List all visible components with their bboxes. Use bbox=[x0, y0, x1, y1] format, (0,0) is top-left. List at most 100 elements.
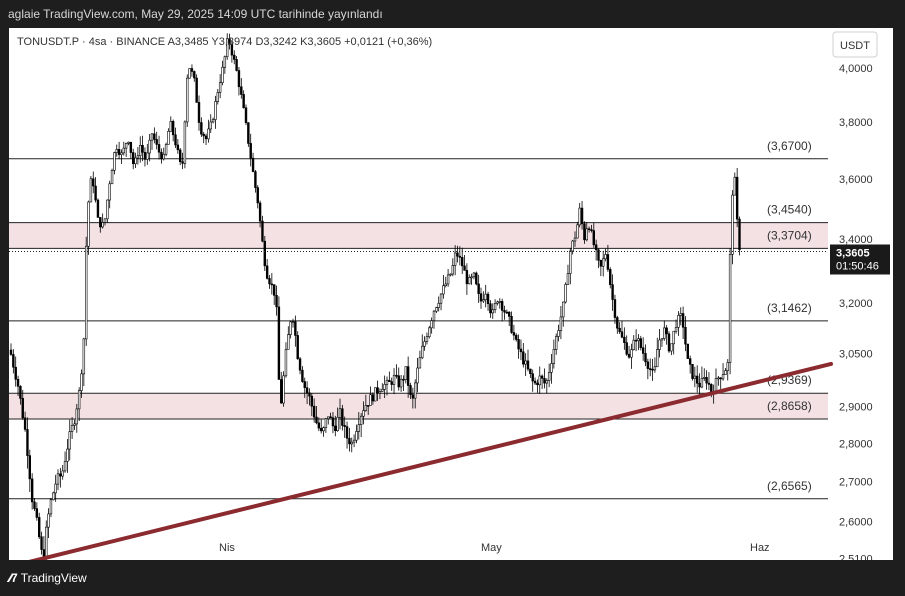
candle-body bbox=[287, 334, 290, 350]
candle-body bbox=[374, 387, 377, 402]
candle-body bbox=[376, 387, 379, 394]
candle-body bbox=[580, 207, 584, 225]
candle-body bbox=[721, 374, 725, 380]
candle-body bbox=[228, 38, 231, 45]
candle-body bbox=[277, 306, 281, 380]
candle-body bbox=[451, 265, 454, 275]
candle-body bbox=[646, 361, 650, 369]
candle-body bbox=[129, 141, 133, 153]
candle-body bbox=[512, 332, 516, 336]
candle-body bbox=[312, 405, 316, 418]
candle-body bbox=[124, 143, 128, 149]
candle-body bbox=[536, 382, 539, 386]
candle-body bbox=[157, 144, 161, 153]
candle-body bbox=[355, 431, 358, 441]
candle-body bbox=[341, 408, 344, 426]
candle-body bbox=[731, 194, 734, 255]
candle-body bbox=[296, 335, 299, 360]
candle-body bbox=[503, 310, 506, 313]
candle-body bbox=[552, 349, 556, 364]
candle-body bbox=[397, 375, 400, 388]
candle-body bbox=[533, 380, 537, 384]
currency-label: USDT bbox=[840, 40, 870, 52]
candle-body bbox=[505, 311, 509, 314]
candle-body bbox=[726, 362, 729, 371]
price-tag-box bbox=[830, 244, 890, 275]
candle-body bbox=[381, 389, 384, 392]
candle-body bbox=[167, 130, 170, 145]
candle-body bbox=[317, 422, 321, 429]
candle-body bbox=[601, 258, 605, 267]
candle-body bbox=[348, 437, 351, 445]
candle-body bbox=[204, 135, 208, 140]
candle-body bbox=[517, 339, 520, 350]
candle-body bbox=[117, 149, 121, 155]
candle-body bbox=[106, 199, 109, 220]
candle-body bbox=[472, 272, 476, 278]
candle-body bbox=[132, 152, 135, 165]
candle-body bbox=[289, 321, 292, 335]
candle-body bbox=[651, 368, 654, 371]
candle-body bbox=[291, 321, 295, 324]
candle-body bbox=[618, 327, 621, 333]
candle-body bbox=[547, 372, 551, 381]
candle-body bbox=[52, 492, 55, 501]
candle-body bbox=[218, 82, 222, 93]
candle-body bbox=[30, 478, 34, 503]
candle-body bbox=[272, 284, 276, 296]
candle-body bbox=[625, 342, 628, 355]
candle-body bbox=[223, 56, 227, 68]
candle-body bbox=[632, 339, 635, 350]
candle-body bbox=[477, 283, 480, 294]
candle-body bbox=[49, 499, 53, 515]
candle-body bbox=[620, 331, 624, 338]
price-tag-value: 3,3605 bbox=[836, 247, 870, 259]
candle-body bbox=[468, 277, 471, 285]
candle-body bbox=[672, 330, 675, 345]
candle-body bbox=[583, 223, 586, 241]
candle-body bbox=[193, 71, 196, 79]
candle-body bbox=[73, 423, 76, 426]
candle-body bbox=[315, 416, 318, 424]
candle-body bbox=[174, 134, 177, 146]
candle-body bbox=[667, 333, 671, 352]
level-label-0: (3,6700) bbox=[767, 139, 812, 153]
candle-body bbox=[453, 252, 457, 266]
candle-body bbox=[695, 375, 699, 384]
candle-body bbox=[585, 228, 588, 241]
candle-body bbox=[305, 387, 309, 394]
y-tick-label-0: 4,0000 bbox=[839, 63, 873, 75]
candle-body bbox=[153, 133, 156, 140]
candle-body bbox=[209, 121, 212, 130]
symbol-info: TONUSDT.P · 4sa · BINANCE A3,3485 Y3,397… bbox=[17, 36, 432, 48]
candle-body bbox=[531, 373, 534, 382]
price-chart[interactable]: (3,6700)(3,4540)(3,3704)(3,1462)(2,9369)… bbox=[9, 28, 893, 560]
candle-body bbox=[444, 283, 447, 287]
candle-body bbox=[179, 149, 182, 163]
candle-body bbox=[103, 218, 107, 223]
publish-header: aglaie TradingView.com, May 29, 2025 14:… bbox=[8, 7, 383, 21]
candle-body bbox=[432, 310, 436, 322]
candle-body bbox=[89, 178, 93, 203]
candle-body bbox=[437, 302, 440, 308]
candle-body bbox=[221, 66, 224, 83]
candle-body bbox=[489, 303, 492, 314]
candle-body bbox=[587, 228, 591, 231]
y-tick-label-7: 2,8000 bbox=[839, 438, 873, 450]
candle-body bbox=[319, 427, 323, 432]
candle-body bbox=[383, 384, 386, 390]
candle-body bbox=[564, 284, 567, 303]
candle-body bbox=[352, 439, 356, 443]
candle-body bbox=[566, 273, 570, 285]
candle-body bbox=[578, 207, 581, 226]
candle-body bbox=[164, 144, 168, 155]
candle-body bbox=[686, 343, 690, 359]
candle-body bbox=[550, 363, 553, 373]
level-label-6: (2,6565) bbox=[767, 479, 812, 493]
candle-body bbox=[524, 360, 527, 365]
candle-body bbox=[428, 327, 431, 338]
candle-body bbox=[176, 144, 180, 151]
candle-body bbox=[251, 157, 255, 172]
candle-body bbox=[99, 217, 102, 228]
candle-body bbox=[728, 254, 732, 363]
